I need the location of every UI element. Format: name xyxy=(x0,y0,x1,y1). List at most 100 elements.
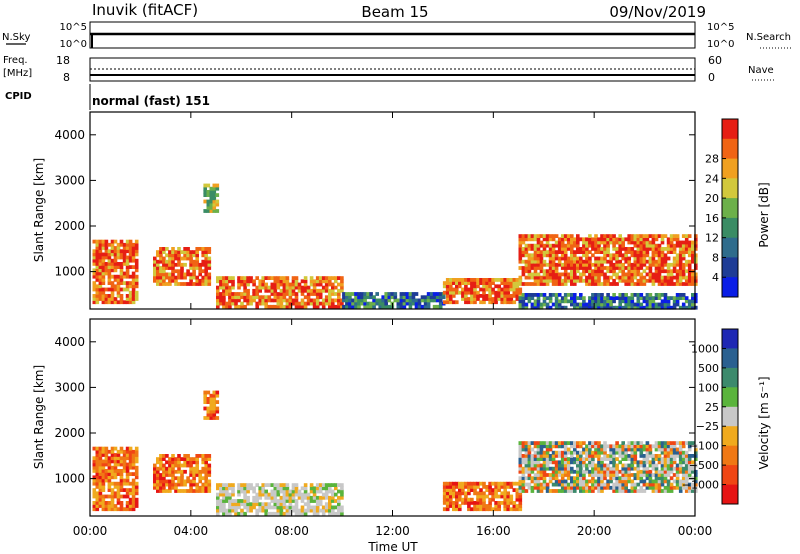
velocity-cell xyxy=(282,486,287,491)
velocity-cell xyxy=(554,469,559,474)
velocity-cell xyxy=(627,473,631,477)
power-cell xyxy=(521,293,526,297)
power-cell xyxy=(131,294,136,298)
velocity-cell xyxy=(503,491,507,496)
power-cell xyxy=(678,269,683,274)
velocity-cell xyxy=(579,485,583,490)
velocity-cell xyxy=(231,502,235,507)
velocity-cell xyxy=(518,441,523,445)
power-cell xyxy=(660,234,665,238)
power-cell xyxy=(300,288,305,293)
velocity-cell xyxy=(125,488,130,492)
velocity-cell xyxy=(694,463,698,468)
velocity-cell xyxy=(654,457,659,461)
power-cell xyxy=(159,266,163,270)
velocity-cell xyxy=(666,482,671,487)
colorbar-tick-label: 24 xyxy=(705,172,719,185)
power-cell xyxy=(591,299,595,304)
power-cell xyxy=(687,259,692,264)
velocity-cell xyxy=(624,454,628,458)
power-cell xyxy=(536,234,541,238)
power-cell xyxy=(101,258,106,263)
power-cell xyxy=(381,298,385,303)
power-cell xyxy=(162,275,166,280)
velocity-cell xyxy=(119,485,124,489)
power-cell xyxy=(600,256,604,261)
velocity-cell xyxy=(125,501,130,505)
velocity-cell xyxy=(128,507,133,512)
velocity-cell xyxy=(627,457,631,461)
power-cell xyxy=(246,295,250,300)
power-cell xyxy=(464,278,468,282)
power-cell xyxy=(294,295,299,300)
velocity-cell xyxy=(186,489,190,493)
power-cell xyxy=(110,290,115,295)
velocity-cell xyxy=(684,454,689,458)
power-cell xyxy=(445,300,450,305)
power-cell xyxy=(473,297,477,301)
velocity-cell xyxy=(334,486,338,491)
velocity-cell xyxy=(125,456,130,461)
power-cell xyxy=(204,253,208,258)
power-cell xyxy=(521,247,526,251)
velocity-cell xyxy=(566,476,571,481)
power-cell xyxy=(660,299,665,304)
velocity-cell xyxy=(156,469,160,474)
velocity-cell xyxy=(110,446,115,451)
power-cell xyxy=(603,275,607,280)
power-cell xyxy=(113,262,118,266)
power-cell xyxy=(122,255,127,260)
power-cell xyxy=(576,296,580,300)
velocity-cell xyxy=(449,504,453,508)
power-cell xyxy=(206,209,211,213)
velocity-cell xyxy=(206,400,211,404)
power-cell xyxy=(527,299,532,304)
velocity-cell xyxy=(563,463,568,468)
power-cell xyxy=(198,266,202,270)
power-cell xyxy=(585,250,589,254)
power-cell xyxy=(276,295,281,300)
power-cell xyxy=(566,259,571,264)
velocity-cell xyxy=(209,409,214,414)
xtick-label: 16:00 xyxy=(476,524,511,538)
power-cell xyxy=(573,293,577,297)
power-cell xyxy=(228,285,232,290)
power-cell xyxy=(201,269,205,274)
power-cell xyxy=(399,298,404,303)
power-cell xyxy=(309,301,314,306)
velocity-cell xyxy=(660,473,665,477)
velocity-cell xyxy=(660,460,665,465)
power-cell xyxy=(255,276,259,280)
power-cell xyxy=(216,276,220,280)
velocity-cell xyxy=(113,465,118,470)
power-cell xyxy=(479,278,483,282)
velocity-cell xyxy=(672,460,677,465)
velocity-cell xyxy=(669,466,674,471)
velocity-cell xyxy=(615,463,619,468)
velocity-cell xyxy=(551,466,556,471)
power-cell xyxy=(630,240,635,245)
power-cell xyxy=(521,250,526,254)
velocity-cell xyxy=(464,491,468,496)
power-cell xyxy=(92,281,97,285)
velocity-cell xyxy=(585,463,589,468)
power-cell xyxy=(393,292,398,296)
power-cell xyxy=(209,205,214,210)
power-cell xyxy=(612,293,616,297)
velocity-cell xyxy=(159,457,163,461)
power-cell xyxy=(648,275,653,280)
power-cell xyxy=(633,269,638,274)
power-cell xyxy=(192,259,196,264)
power-cell xyxy=(207,275,212,280)
power-cell xyxy=(110,294,115,298)
power-cell xyxy=(660,259,665,264)
velocity-cell xyxy=(545,441,550,445)
power-cell xyxy=(657,253,662,258)
power-cell xyxy=(116,262,121,266)
velocity-cell xyxy=(533,466,538,471)
power-cell xyxy=(694,296,698,300)
velocity-cell xyxy=(198,485,202,490)
power-cell xyxy=(606,250,610,254)
power-cell xyxy=(639,256,644,261)
power-cell xyxy=(524,250,529,254)
